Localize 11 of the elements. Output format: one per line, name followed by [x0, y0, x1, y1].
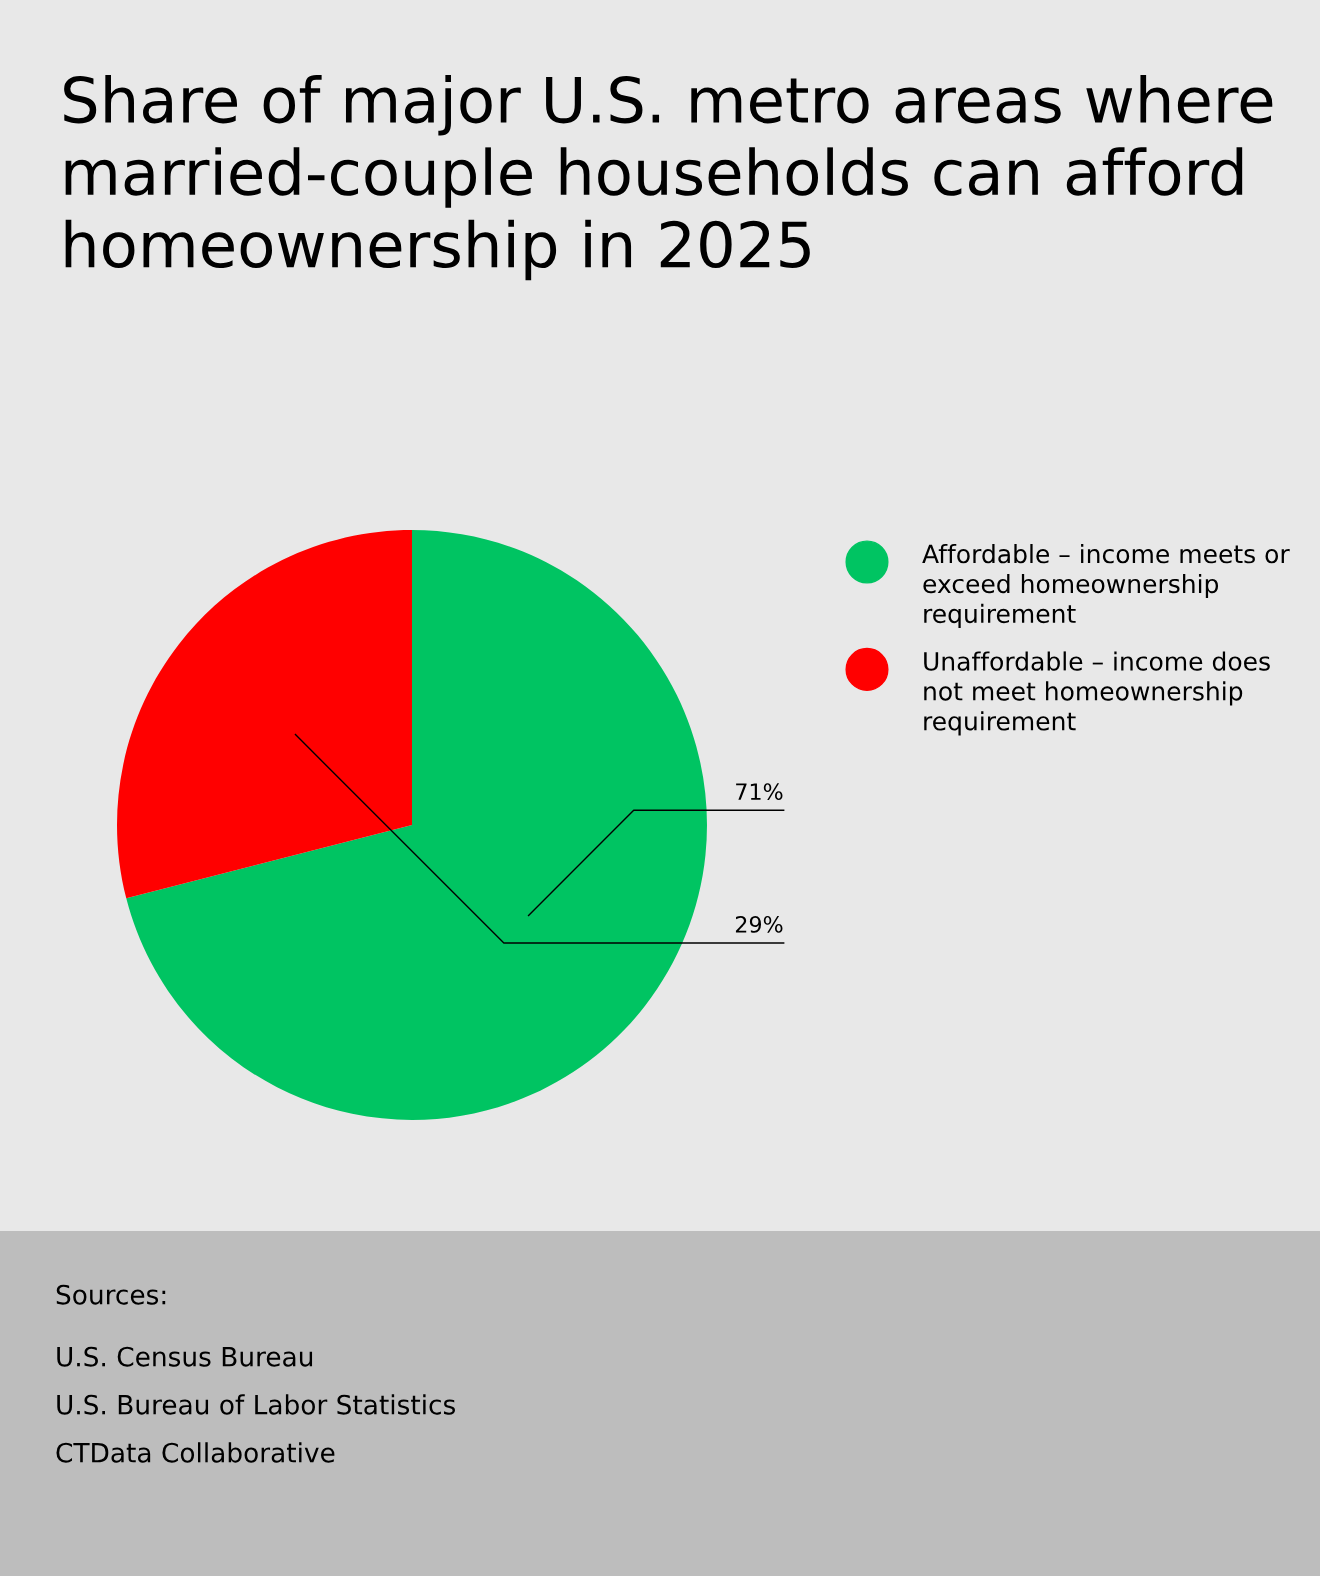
pie-slice [117, 530, 412, 899]
text: CTData Collaborative [56, 1442, 335, 1463]
data-label: 29% [735, 915, 783, 933]
text: U.S. Census Bureau [57, 1346, 313, 1367]
text: U.S. Bureau of Labor Statistics [57, 1394, 456, 1415]
chart-title: Share of major U.S. metro areas where married-couple households can afford homeownership in 2025 [64, 75, 1273, 281]
source-note: Sources: [56, 1284, 166, 1305]
legend-label: Unaffordable – income does not meet homeownership requirement [924, 651, 1270, 736]
legend-label: Affordable – income meets or exceed homeownership requirement [922, 544, 1290, 628]
pie-slice [126, 530, 707, 1120]
data-label: 71% [736, 783, 783, 801]
